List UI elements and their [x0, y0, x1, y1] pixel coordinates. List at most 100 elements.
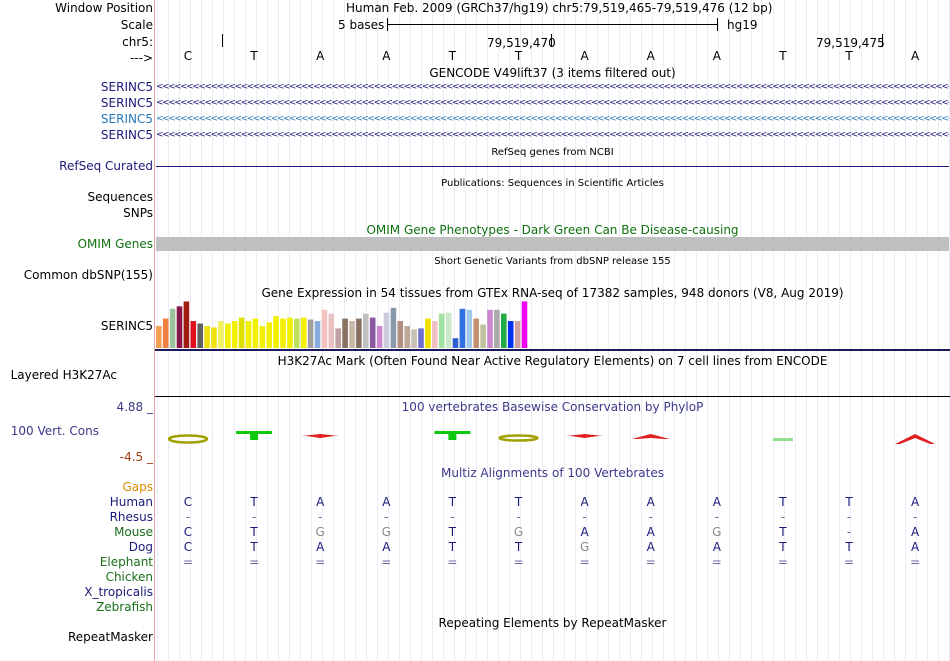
gtex-tissue-bar[interactable]	[369, 317, 376, 348]
gtex-tissue-bar[interactable]	[404, 325, 410, 348]
gtex-tissue-bar[interactable]	[156, 325, 162, 348]
gtex-tissue-bar[interactable]	[349, 321, 355, 348]
alignment-base: A	[646, 540, 655, 554]
sequences-label[interactable]: Sequences	[87, 190, 153, 204]
alignment-base: =	[910, 555, 921, 569]
dbsnp-title: Short Genetic Variants from dbSNP releas…	[434, 256, 671, 267]
gtex-tissue-bar[interactable]	[266, 322, 272, 348]
gtex-tissue-bar[interactable]	[459, 308, 466, 348]
gtex-tissue-bar[interactable]	[411, 329, 417, 348]
gtex-tissue-bar[interactable]	[494, 309, 500, 348]
gtex-tissue-bar[interactable]	[218, 321, 224, 348]
gtex-tissue-bar[interactable]	[321, 309, 328, 348]
gtex-tissue-bar[interactable]	[466, 309, 473, 348]
gencode-row-label[interactable]: SERINC5	[100, 128, 153, 142]
gtex-tissue-bar[interactable]	[501, 313, 507, 348]
gtex-tissue-bar[interactable]	[190, 321, 197, 348]
conservation-chart[interactable]	[155, 424, 950, 448]
gtex-tissue-bar[interactable]	[445, 312, 452, 348]
gtex-tissue-bar[interactable]	[425, 318, 431, 348]
alignment-base: C	[183, 525, 193, 539]
cons-label[interactable]: 100 Vert. Cons	[10, 424, 99, 438]
track-labels: Window Position Scale chr5: ---> SERINC5…	[0, 0, 153, 661]
repeatmasker-label[interactable]: RepeatMasker	[67, 630, 153, 644]
gencode-row-label[interactable]: SERINC5	[100, 96, 153, 110]
gencode-row-label[interactable]: SERINC5	[100, 80, 153, 94]
gtex-tissue-bar[interactable]	[162, 318, 169, 348]
gtex-tissue-bar[interactable]	[452, 338, 459, 348]
gtex-tissue-bar[interactable]	[390, 307, 397, 348]
gtex-tissue-bar[interactable]	[176, 306, 183, 348]
gtex-tissue-bar[interactable]	[314, 321, 321, 348]
ruler-tick	[222, 34, 223, 47]
alignment-base: =	[182, 555, 194, 569]
gtex-tissue-bar[interactable]	[183, 301, 190, 348]
alignment-base: T	[845, 495, 853, 509]
gtex-tissue-bar[interactable]	[307, 319, 314, 348]
gtex-tissue-bar[interactable]	[280, 318, 286, 348]
gtex-tissue-bar[interactable]	[514, 321, 521, 348]
conservation-glyph	[301, 434, 340, 438]
gtex-tissue-bar[interactable]	[231, 321, 238, 348]
gtex-tissue-bar[interactable]	[211, 327, 217, 348]
gtex-tissue-bar[interactable]	[356, 318, 362, 348]
refseq-label[interactable]: RefSeq Curated	[59, 159, 153, 173]
alignment-base: -	[582, 510, 587, 524]
conservation-glyph	[631, 434, 670, 439]
alignment-base: A	[910, 540, 920, 554]
gtex-chart[interactable]	[155, 298, 535, 349]
gtex-tissue-bar[interactable]	[204, 325, 210, 348]
gtex-tissue-bar[interactable]	[238, 317, 245, 348]
gtex-tissue-bar[interactable]	[287, 317, 293, 348]
gtex-tissue-bar[interactable]	[418, 328, 424, 348]
species-label: Chicken	[105, 570, 153, 584]
refseq-gene-line[interactable]	[156, 166, 949, 167]
gtex-tissue-bar[interactable]	[294, 318, 300, 348]
gtex-tissue-bar[interactable]	[376, 325, 383, 348]
gtex-tissue-bar[interactable]	[197, 323, 203, 349]
alignment-base: T	[448, 525, 457, 539]
gtex-tissue-bar[interactable]	[342, 318, 348, 348]
gtex-tissue-bar[interactable]	[480, 324, 486, 348]
gencode-transcript[interactable]: <<<<<<<<<<<<<<<<<<<<<<<<<<<<<<<<<<<<<<<<…	[156, 83, 949, 92]
gtex-tissue-bar[interactable]	[397, 321, 404, 348]
gtex-tissue-bar[interactable]	[507, 321, 514, 348]
gtex-tissue-bar[interactable]	[363, 313, 369, 348]
gtex-tissue-bar[interactable]	[300, 317, 307, 348]
gtex-tissue-bar[interactable]	[383, 312, 390, 348]
gtex-tissue-bar[interactable]	[259, 325, 266, 348]
gtex-tissue-bar[interactable]	[225, 323, 231, 349]
h3k27ac-title: H3K27Ac Mark (Often Found Near Active Re…	[277, 354, 828, 368]
gtex-tissue-bar[interactable]	[252, 318, 259, 348]
omim-label[interactable]: OMIM Genes	[77, 237, 153, 251]
gtex-tissue-bar[interactable]	[328, 313, 335, 348]
gencode-transcript[interactable]: <<<<<<<<<<<<<<<<<<<<<<<<<<<<<<<<<<<<<<<<…	[156, 115, 949, 124]
gtex-tissue-bar[interactable]	[273, 316, 279, 348]
alignment-base: -	[846, 525, 852, 539]
dbsnp-label[interactable]: Common dbSNP(155)	[23, 268, 153, 282]
gtex-tissue-bar[interactable]	[169, 308, 176, 348]
gtex-tissue-bar[interactable]	[487, 309, 493, 348]
gencode-transcript[interactable]: <<<<<<<<<<<<<<<<<<<<<<<<<<<<<<<<<<<<<<<<…	[156, 131, 949, 140]
gtex-label[interactable]: SERINC5	[100, 319, 153, 333]
gtex-tissue-bar[interactable]	[335, 328, 341, 348]
gtex-tissue-bar[interactable]	[438, 313, 445, 348]
alignment-base: T	[250, 495, 258, 509]
omim-title: OMIM Gene Phenotypes - Dark Green Can Be…	[366, 223, 739, 237]
species-label: Mouse	[114, 525, 153, 539]
gtex-tissue-bar[interactable]	[521, 301, 528, 348]
alignment-base: =	[513, 555, 524, 569]
gaps-label: Gaps	[122, 480, 153, 494]
snps-label[interactable]: SNPs	[123, 206, 153, 220]
omim-feature[interactable]	[156, 237, 949, 251]
gtex-tissue-bar[interactable]	[245, 321, 252, 348]
gencode-row-label[interactable]: SERINC5	[100, 112, 153, 126]
gtex-tissue-bar[interactable]	[432, 321, 438, 348]
gtex-tissue-bar[interactable]	[473, 318, 479, 348]
h3k27ac-label[interactable]: Layered H3K27Ac	[10, 368, 117, 382]
alignment-base: -	[912, 510, 918, 524]
refseq-title: RefSeq genes from NCBI	[491, 147, 614, 158]
alignment-base: -	[780, 510, 786, 524]
gencode-transcript[interactable]: <<<<<<<<<<<<<<<<<<<<<<<<<<<<<<<<<<<<<<<<…	[156, 99, 949, 108]
alignment-base: T	[448, 495, 457, 509]
